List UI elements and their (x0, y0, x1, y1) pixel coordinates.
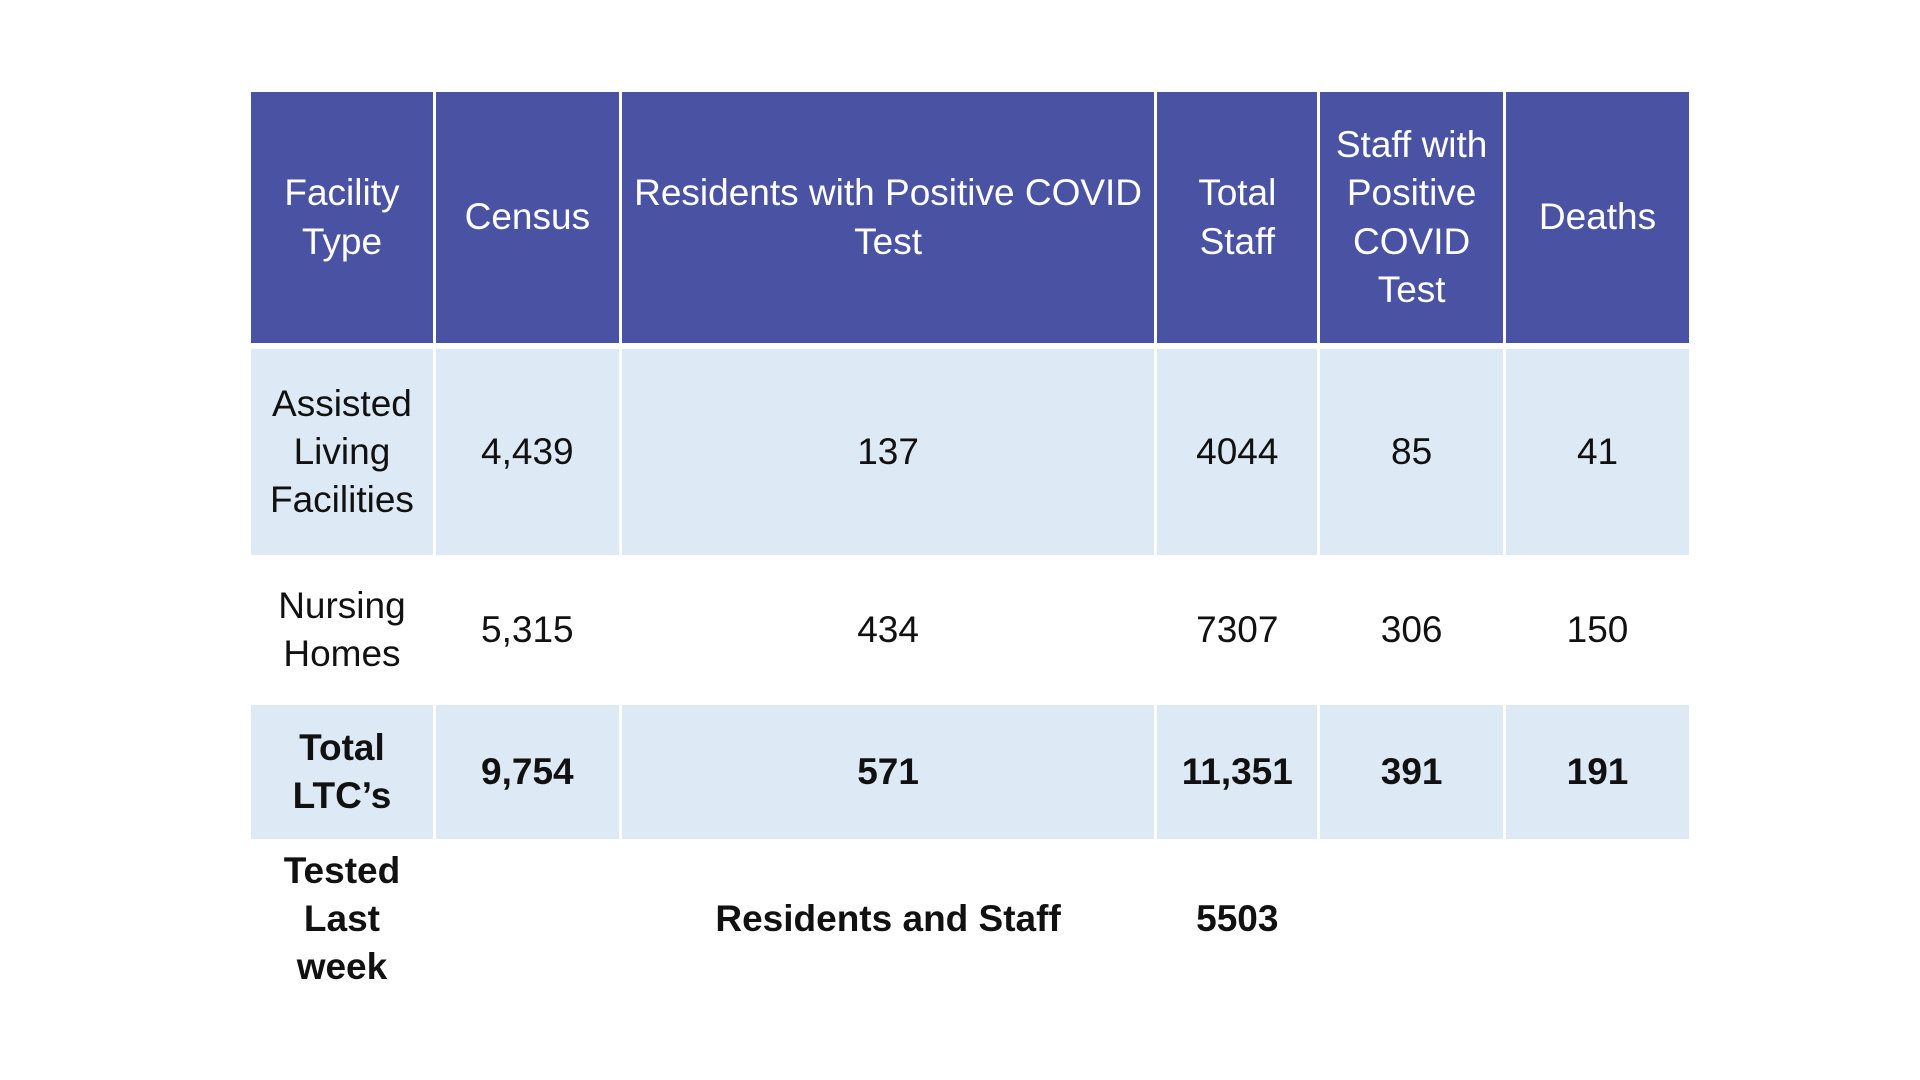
cell-deaths: 191 (1506, 705, 1689, 839)
table-row-tested-last-week: Tested Last week Residents and Staff 550… (251, 839, 1689, 999)
cell-deaths: 41 (1506, 349, 1689, 555)
header-residents-positive: Residents with Positive COVID Test (621, 92, 1155, 349)
cell-facility-type: Total LTC’s (251, 705, 433, 839)
header-facility-type: Facility Type (251, 92, 433, 349)
cell-staff-positive: 85 (1320, 349, 1504, 555)
cell-empty (1320, 839, 1504, 999)
table-row-assisted-living: Assisted Living Facilities 4,439 137 404… (251, 349, 1689, 555)
cell-empty (1506, 839, 1689, 999)
cell-staff-positive: 306 (1320, 555, 1504, 705)
cell-residents-positive: 137 (621, 349, 1155, 555)
cell-residents-positive: 571 (621, 705, 1155, 839)
cell-census: 5,315 (435, 555, 619, 705)
cell-total-staff: 4044 (1157, 349, 1318, 555)
cell-facility-type: Nursing Homes (251, 555, 433, 705)
cell-tested-description: Residents and Staff (621, 839, 1155, 999)
cell-tested-value: 5503 (1157, 839, 1318, 999)
table-row-nursing-homes: Nursing Homes 5,315 434 7307 306 150 (251, 555, 1689, 705)
cell-census: 9,754 (435, 705, 619, 839)
ltc-covid-table: Facility Type Census Residents with Posi… (248, 92, 1692, 999)
header-deaths: Deaths (1506, 92, 1689, 349)
table-row-total: Total LTC’s 9,754 571 11,351 391 191 (251, 705, 1689, 839)
cell-empty (435, 839, 619, 999)
cell-total-staff: 11,351 (1157, 705, 1318, 839)
header-census: Census (435, 92, 619, 349)
header-row: Facility Type Census Residents with Posi… (251, 92, 1689, 349)
cell-residents-positive: 434 (621, 555, 1155, 705)
cell-staff-positive: 391 (1320, 705, 1504, 839)
cell-deaths: 150 (1506, 555, 1689, 705)
cell-tested-label: Tested Last week (251, 839, 433, 999)
header-staff-positive: Staff with Positive COVID Test (1320, 92, 1504, 349)
header-total-staff: Total Staff (1157, 92, 1318, 349)
cell-total-staff: 7307 (1157, 555, 1318, 705)
cell-facility-type: Assisted Living Facilities (251, 349, 433, 555)
cell-census: 4,439 (435, 349, 619, 555)
